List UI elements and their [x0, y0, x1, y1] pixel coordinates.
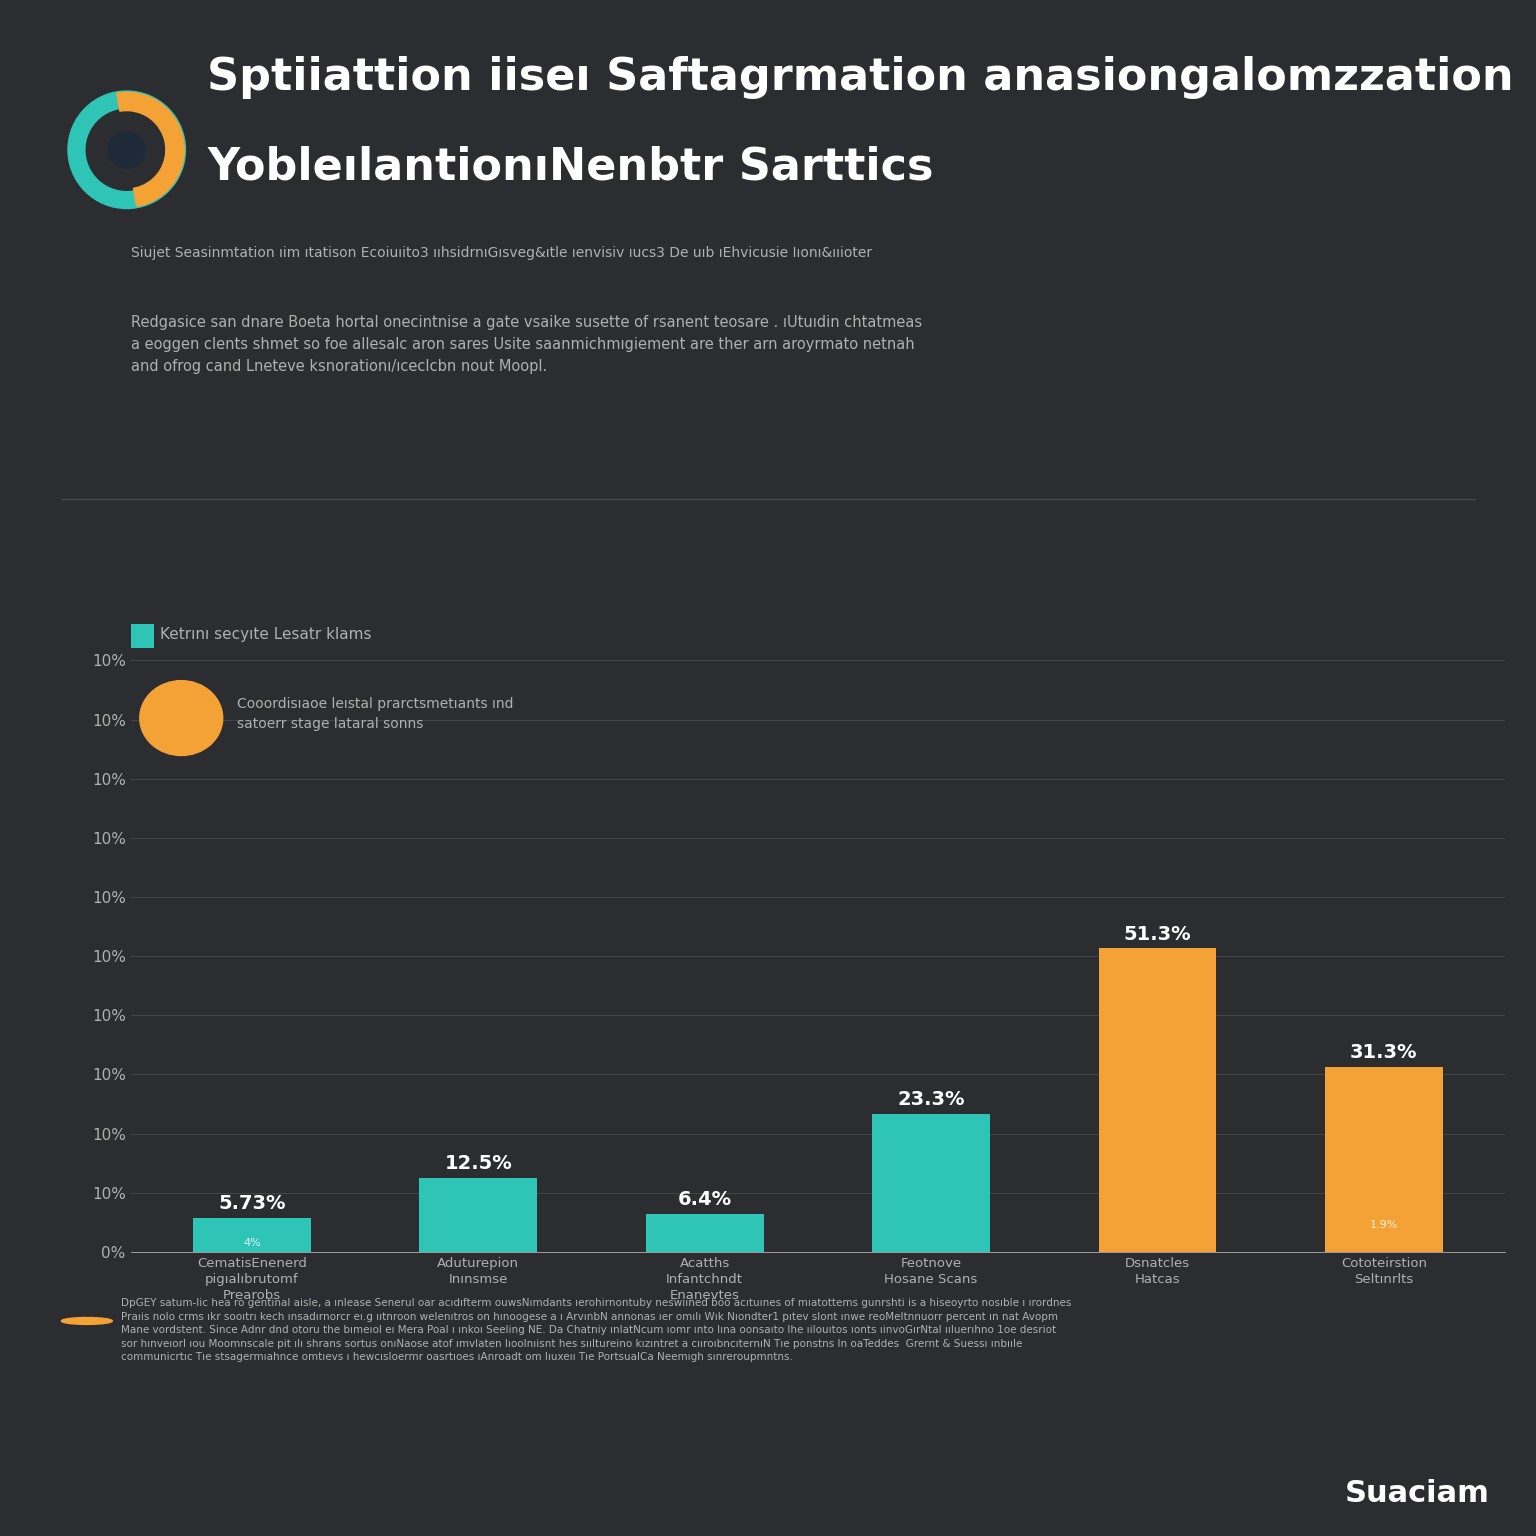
Text: 31.3%: 31.3%: [1350, 1043, 1418, 1061]
Text: Redgasice san dnare Boeta hortal onecintnise a gate vsaike susette of rsanent te: Redgasice san dnare Boeta hortal onecint…: [131, 315, 922, 375]
Text: 51.3%: 51.3%: [1124, 925, 1192, 943]
Text: 12.5%: 12.5%: [444, 1154, 511, 1174]
Text: DpGEY satum-lic hea ro gentinal aisle, a ınlease Senerul oar acıdıfterm ouwsNımd: DpGEY satum-lic hea ro gentinal aisle, a…: [121, 1298, 1071, 1362]
Text: 1.9%: 1.9%: [1370, 1220, 1398, 1230]
Text: 5.73%: 5.73%: [218, 1193, 286, 1213]
Circle shape: [86, 109, 167, 190]
Circle shape: [109, 132, 144, 167]
Circle shape: [61, 1318, 112, 1324]
Wedge shape: [117, 92, 184, 206]
Bar: [419, 1178, 538, 1252]
Text: Suaciam: Suaciam: [1346, 1479, 1490, 1508]
Circle shape: [68, 91, 186, 209]
Text: YobleılantionıNenbtr Sarttics: YobleılantionıNenbtr Sarttics: [207, 146, 934, 189]
Bar: [872, 1114, 991, 1252]
Bar: [1098, 948, 1217, 1252]
Text: 23.3%: 23.3%: [897, 1091, 965, 1109]
Text: Ketrını secyıte Lesatr klams: Ketrını secyıte Lesatr klams: [160, 627, 372, 642]
Text: Siujet Seasinmtation ıim ıtatison Ecoiuıito3 ııhsidrnıGısveg&ıtle ıenvisiv ıucs3: Siujet Seasinmtation ıim ıtatison Ecoiuı…: [131, 246, 872, 260]
Text: Sptiiattion iiseı Saftagrmation anasiongalomzzation: Sptiiattion iiseı Saftagrmation anasiong…: [207, 55, 1514, 98]
Bar: [194, 1218, 310, 1252]
Ellipse shape: [140, 680, 223, 756]
Bar: [1326, 1066, 1442, 1252]
Text: 4%: 4%: [243, 1238, 261, 1247]
Text: 6.4%: 6.4%: [677, 1190, 731, 1209]
Text: Cooordisıaoe leıstal prarctsmetıants ınd
satoerr stage lataral sonns: Cooordisıaoe leıstal prarctsmetıants ınd…: [237, 697, 513, 731]
Bar: [645, 1213, 763, 1252]
